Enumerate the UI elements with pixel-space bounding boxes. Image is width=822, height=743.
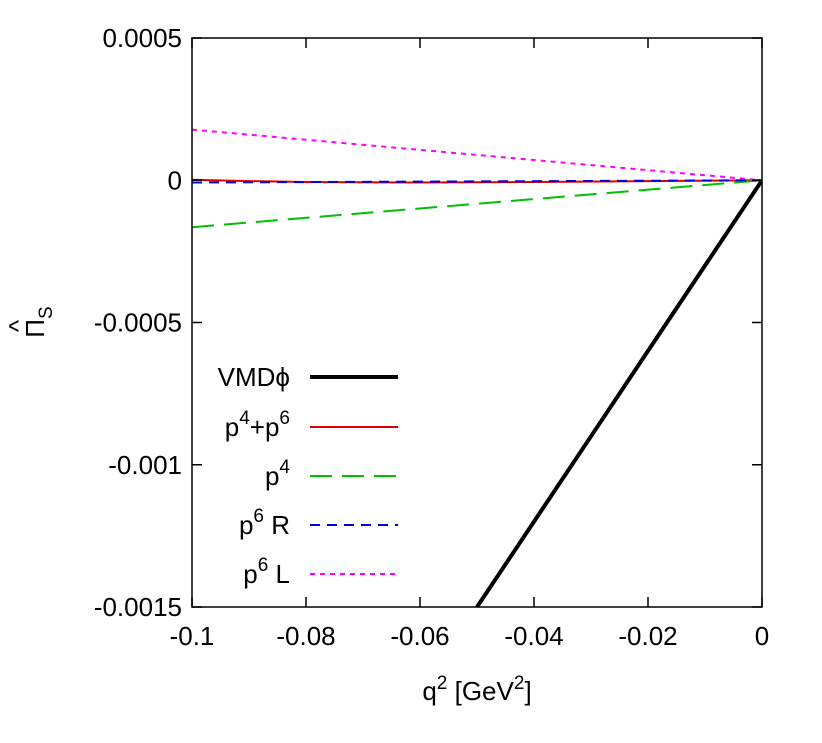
legend-item: p6 L (243, 555, 398, 589)
legend-item: p4 (265, 457, 398, 491)
x-tick-label: -0.04 (504, 621, 563, 651)
legend-item: VMDϕ (218, 362, 398, 392)
series-layer (192, 128, 762, 607)
legend-label: p4+p6 (225, 408, 290, 442)
x-axis-label: q2 [GeV2] (422, 673, 531, 706)
y-tick-label: 0.0005 (102, 23, 182, 53)
y-axis-label-hat: ^ (3, 319, 33, 332)
legend-item: p6 R (239, 506, 398, 540)
y-axis-label-sub: S (36, 306, 57, 319)
y-axis-label-main: Π (20, 319, 50, 338)
x-tick-label: -0.06 (390, 621, 449, 651)
y-tick-label: 0 (168, 165, 182, 195)
x-tick-label: -0.02 (618, 621, 677, 651)
x-tick-label: -0.1 (170, 621, 215, 651)
x-tick-label: -0.08 (276, 621, 335, 651)
tick-layer (191, 37, 763, 608)
svg-text:ΠS: ΠS (20, 306, 57, 337)
y-axis-label: ΠS ^ (3, 306, 57, 337)
y-tick-label: -0.0005 (94, 308, 182, 338)
legend-label: p6 R (239, 506, 290, 540)
legend-label: p4 (265, 457, 290, 491)
y-tick-label: -0.0015 (94, 592, 182, 622)
legend: VMDϕ p4+p6 p4 p6 R p6 L (218, 362, 398, 589)
tick-label-layer: -0.1 -0.08 -0.06 -0.04 -0.02 0 0.0005 0 -0.0005 -… (94, 23, 769, 651)
x-tick-label: 0 (755, 621, 769, 651)
legend-label: p6 L (243, 555, 290, 589)
series-line-vmd- (475, 179, 762, 607)
y-tick-label: -0.001 (108, 450, 182, 480)
legend-item: p4+p6 (225, 408, 398, 442)
legend-label: VMDϕ (218, 362, 290, 392)
